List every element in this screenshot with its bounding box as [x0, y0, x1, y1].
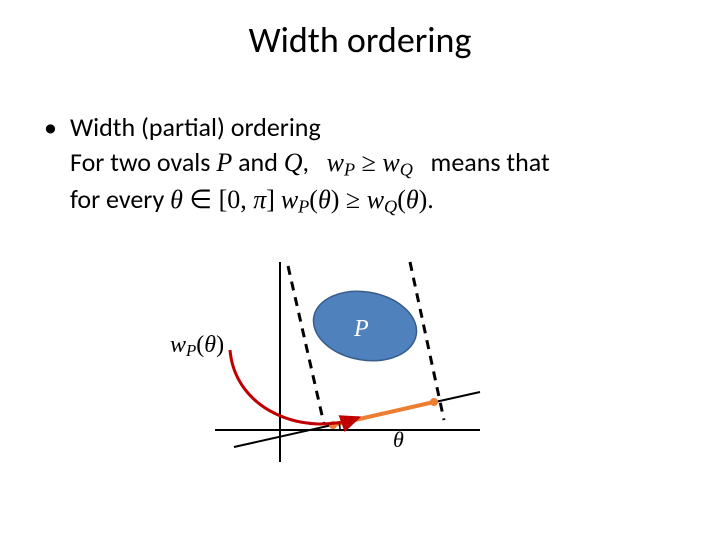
wP2-sub: P: [298, 197, 309, 217]
interval-comma: ,: [240, 185, 253, 214]
pi: π: [253, 185, 266, 214]
bracket-open: [: [219, 185, 228, 214]
theta-3: θ: [406, 185, 419, 214]
comma: ,: [303, 146, 315, 178]
line3-prefix: for every: [70, 183, 170, 215]
paren-open-2: (: [397, 185, 406, 214]
wP-w: w: [327, 148, 344, 177]
wQ-sub: Q: [400, 160, 413, 180]
means-that: means that: [425, 146, 550, 178]
wP-sub: P: [344, 160, 355, 180]
wQ2-w: w: [367, 185, 384, 214]
paren-open-1: (: [309, 185, 318, 214]
wp-label-w: w: [170, 332, 186, 358]
svg-text:P: P: [353, 316, 369, 342]
wp-label-paren-close: ): [216, 332, 224, 358]
bullet-line-1: Width (partial) ordering: [44, 110, 684, 145]
geq1: ≥: [355, 148, 382, 177]
wP2-w: w: [281, 185, 298, 214]
wp-label-P: P: [186, 341, 196, 360]
svg-text:θ: θ: [393, 427, 404, 452]
zero: 0: [227, 185, 240, 214]
diagram: wP(θ) Pθ: [170, 252, 510, 482]
oval-q: Q: [284, 148, 303, 177]
paren-close-2: ).: [419, 185, 434, 214]
geq2: ≥: [339, 185, 366, 214]
slide-title: Width ordering: [0, 18, 720, 62]
wQ-w: w: [382, 148, 399, 177]
theta-1: θ: [170, 185, 183, 214]
wQ2-sub: Q: [384, 197, 397, 217]
diagram-svg: Pθ: [170, 252, 510, 482]
in-symbol: ∈: [183, 185, 219, 214]
body-text: Width (partial) ordering For two ovals P…: [44, 110, 684, 219]
line2-prefix: For two ovals: [70, 146, 216, 178]
theta-2: θ: [318, 185, 331, 214]
bracket-close: ]: [266, 185, 275, 214]
bullet-heading: Width (partial) ordering: [70, 111, 321, 143]
wp-label-theta: θ: [204, 332, 216, 358]
bullet-line-2: For two ovals P and Q, wP ≥ wQ means tha…: [70, 145, 684, 182]
wp-theta-label: wP(θ): [170, 332, 224, 361]
oval-p: P: [216, 148, 232, 177]
and-word: and: [232, 146, 284, 178]
bullet-line-3: for every θ ∈ [0, π] wP(θ) ≥ wQ(θ).: [70, 182, 684, 219]
